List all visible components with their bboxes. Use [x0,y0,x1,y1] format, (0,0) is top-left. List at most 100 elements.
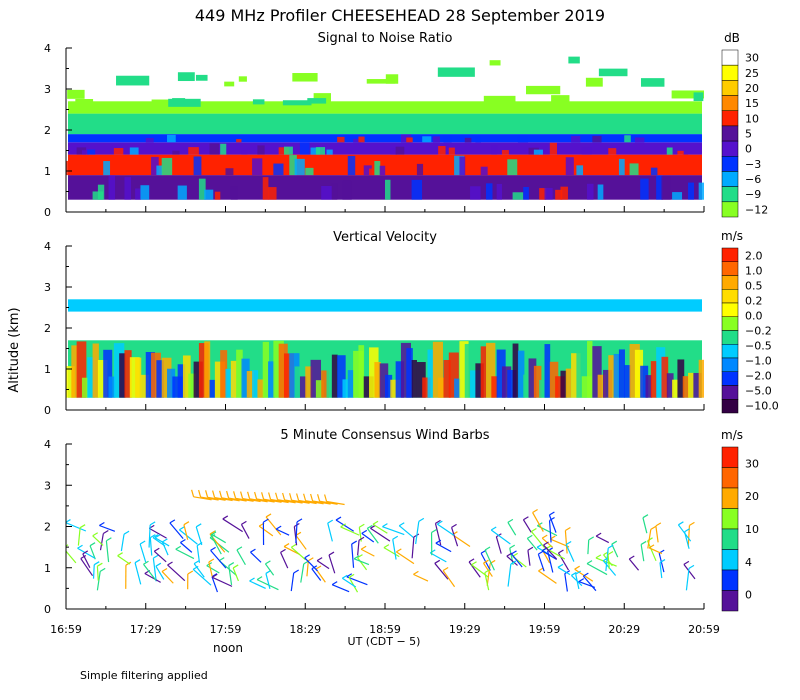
heatmap-cell [555,189,563,200]
heatmap-cell [156,165,163,176]
heatmap-cell [326,354,333,398]
colorbar-swatch [721,49,739,66]
wind-barb-feather [431,528,437,534]
wind-barb-feather [642,514,649,519]
wind-barb-feather [211,573,218,578]
heatmap-cell [374,161,381,176]
wind-barb-feather [315,565,322,570]
heatmap-cell [549,361,559,398]
wind-barb-feather [335,516,342,521]
wind-barb-feather [316,557,323,562]
wind-barb [541,550,558,560]
heatmap-cell [363,165,372,176]
wind-barb [331,584,350,593]
wind-barb-feather [659,559,666,564]
wind-barb [396,551,415,565]
colorbar-swatch [721,156,739,172]
heatmap-cell [629,163,639,176]
y-tick-label: 3 [44,83,51,96]
heatmap-cell [342,180,352,200]
wind-barb-feather [250,548,256,553]
heatmap-cell [555,376,565,398]
wind-barb [530,531,546,549]
heatmap-cell [220,143,227,155]
wind-barb [442,570,456,588]
colorbar-swatch [721,316,739,331]
heatmap-layer [68,134,702,143]
wind-barb-feather [209,530,216,535]
heatmap-cell [230,186,238,200]
wind-barb [193,563,205,578]
y-tick-label: 2 [44,521,51,534]
heatmap-cell [486,183,493,200]
heatmap-cell [209,379,215,398]
wind-barb [139,543,147,563]
wind-barb [685,568,690,591]
colorbar-swatch [721,549,739,571]
heatmap-cell [66,366,75,398]
wind-barb [655,525,659,543]
heatmap-cell [507,369,517,398]
heatmap-cell [512,192,524,200]
wind-barb-feather [640,540,647,545]
wind-barb-feather [564,570,571,575]
wind-barb [236,549,246,566]
heatmap-cell [230,360,237,398]
wind-barb [360,548,375,557]
heatmap-cell [124,177,132,200]
heatmap-cell [113,343,125,398]
heatmap-cell [395,146,405,155]
wind-barb [149,537,153,556]
colorbar-swatch [721,125,739,142]
wind-barb [96,566,99,581]
wind-barb-feather [89,542,96,547]
wind-barb-feather [571,571,577,576]
heatmap-cell [273,340,284,398]
heatmap-cell [151,352,161,398]
wind-barb-feather [291,543,297,548]
wind-barb-feather [293,569,299,574]
heatmap-cell [539,380,549,398]
heatmap-cell [416,163,424,176]
heatmap-cell [385,374,393,398]
wind-barb [548,520,552,543]
colorbar-swatch [721,528,739,550]
wind-barb-feather [66,544,69,547]
wind-barb-feather [348,573,355,578]
x-tick-label: 18:29 [289,623,321,636]
heatmap-cell [645,375,653,398]
wind-barb [120,534,125,552]
heatmap-cell [182,155,191,176]
wind-barb-feather [219,490,223,498]
wind-barb [509,547,514,565]
y-tick-label: 2 [44,124,51,137]
heatmap-cell [464,343,475,398]
heatmap-cell [671,90,704,99]
wind-barb [275,528,290,536]
wind-barb-feather [510,560,517,565]
heatmap-cell [177,364,186,398]
wind-barb-feather [205,490,209,498]
wind-barb [565,544,575,562]
heatmap-cell [257,145,265,155]
wind-barb [240,524,250,539]
heatmap-cell [693,372,702,398]
heatmap-cell [289,353,300,398]
heatmap-cell [331,183,338,200]
wind-barb-feather [183,521,190,526]
heatmap-cell [454,155,465,176]
wind-barb [193,496,212,501]
wind-barb [77,547,96,559]
heatmap-cell [116,75,150,86]
wind-barb-feather [532,509,538,514]
heatmap-cell [624,135,631,143]
wind-barb-feather [161,567,168,572]
wind-barb [99,524,116,532]
heatmap-cell [459,156,466,176]
heatmap-cell [167,368,176,398]
colorbar-label: 0.5 [745,280,763,293]
wind-barb [658,552,665,573]
colorbar-label: 20 [745,82,759,95]
heatmap-cell [236,139,242,143]
heatmap-cell [299,376,307,398]
